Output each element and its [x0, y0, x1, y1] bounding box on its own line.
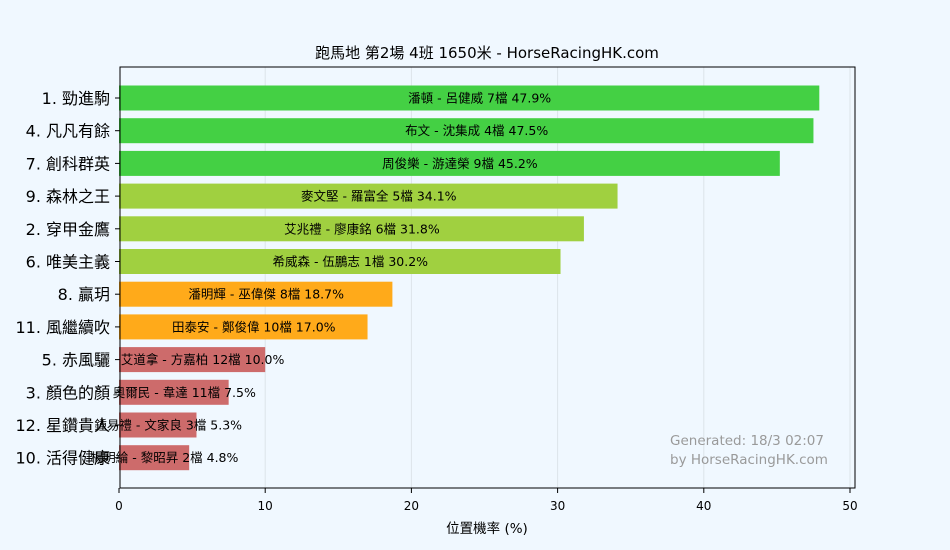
y-tick-label: 1. 勁進駒 — [42, 89, 110, 108]
bar — [119, 183, 618, 209]
x-axis-label: 位置機率 (%) — [446, 520, 528, 537]
y-tick-label: 5. 赤風驪 — [42, 351, 110, 370]
y-tick-label: 12. 星鑽貴人 — [15, 416, 110, 435]
y-axis: 1. 勁進駒 4. 凡凡有餘 7. 創科群英 9. 森林之王 2. 穿甲金鷹 6. 唯美主… — [15, 89, 120, 468]
x-tick-label: 30 — [550, 499, 565, 513]
y-tick-label: 2. 穿甲金鷹 — [26, 220, 110, 239]
y-tick-label: 11. 風繼續吹 — [15, 318, 110, 337]
x-tick-label: 10 — [258, 499, 273, 513]
bar — [119, 347, 266, 373]
x-tick-label: 20 — [404, 499, 419, 513]
y-tick-label: 7. 創科群英 — [26, 154, 110, 173]
y-tick-label: 4. 凡凡有餘 — [26, 122, 110, 141]
generated-note: Generated: 18/3 02:07 — [670, 433, 824, 449]
bar-label: 布文 - 沈集成 4檔 47.5% — [405, 123, 548, 138]
bar-label: 麥文堅 - 羅富全 5檔 34.1% — [301, 189, 457, 204]
bars: 潘頓 - 呂健威 7檔 47.9% 布文 - 沈集成 4檔 47.5% 周俊樂 - … — [91, 85, 820, 471]
bar — [119, 150, 780, 176]
y-tick-label: 6. 唯美主義 — [26, 253, 110, 272]
bar — [119, 216, 584, 242]
generated-by-note: by HorseRacingHK.com — [670, 452, 828, 468]
plot-frame — [119, 66, 856, 489]
bar — [119, 379, 229, 405]
bar — [119, 412, 197, 438]
x-tick-label: 40 — [696, 499, 711, 513]
y-tick-label: 10. 活得健康 — [15, 449, 110, 468]
bar-label: 楊明綸 - 黎昭昇 2檔 4.8% — [91, 450, 239, 465]
x-tick-label: 50 — [842, 499, 857, 513]
y-tick-label: 8. 贏玥 — [58, 285, 110, 304]
bar-label: 周俊樂 - 游達榮 9檔 45.2% — [382, 156, 538, 171]
bar — [119, 249, 561, 274]
chart-title: 跑馬地 第2場 4班 1650米 - HorseRacingHK.com — [315, 44, 659, 62]
y-tick-label: 3. 顏色的顏 — [26, 383, 110, 402]
x-tick-label: 0 — [115, 499, 123, 513]
bar-label: 艾道拿 - 方嘉柏 12檔 10.0% — [121, 352, 285, 367]
x-axis: 0 10 20 30 40 50 — [115, 488, 858, 513]
y-tick-label: 9. 森林之王 — [26, 187, 110, 206]
bar-label: 艾兆禮 - 廖康銘 6檔 31.8% — [284, 221, 440, 236]
bar-label: 希威森 - 伍鵬志 1檔 30.2% — [272, 254, 428, 269]
bar — [119, 314, 368, 340]
bar — [119, 281, 393, 307]
bar — [119, 445, 190, 471]
bar-label: 潘頓 - 呂健威 7檔 47.9% — [408, 91, 551, 106]
bar-label: 田泰安 - 鄭俊偉 10檔 17.0% — [172, 319, 336, 334]
bar — [119, 85, 820, 111]
bar-label: 鍾易禮 - 文家良 3檔 5.3% — [94, 418, 242, 433]
bar-label: 奧爾民 - 韋達 11檔 7.5% — [113, 385, 256, 400]
bar — [119, 118, 814, 144]
bar-label: 潘明輝 - 巫偉傑 8檔 18.7% — [188, 287, 344, 302]
